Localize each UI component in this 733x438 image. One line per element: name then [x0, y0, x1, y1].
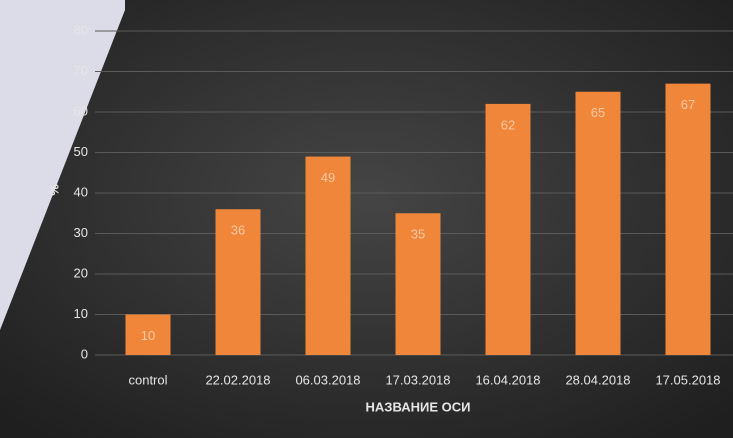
y-tick-label: 70 [74, 63, 88, 78]
bar [215, 209, 261, 355]
bar [395, 213, 441, 355]
data-label: 10 [141, 328, 155, 343]
y-tick-label: 10 [74, 306, 88, 321]
bar [305, 156, 351, 355]
decor-shape [0, 0, 125, 330]
bar [125, 314, 171, 355]
y-tick-label: 50 [74, 144, 88, 159]
data-label: 36 [231, 223, 245, 238]
x-tick-label: 28.04.2018 [565, 372, 630, 387]
bar [665, 83, 711, 356]
y-tick-label: 30 [74, 225, 88, 240]
x-tick-label: 06.03.2018 [295, 372, 360, 387]
x-tick-label: control [128, 372, 167, 387]
data-label: 62 [501, 117, 515, 132]
x-axis-label: НАЗВАНИЕ ОСИ [366, 399, 471, 414]
data-label: 65 [591, 105, 605, 120]
x-tick-label: 16.04.2018 [475, 372, 540, 387]
bar [485, 103, 531, 356]
x-tick-label: 22.02.2018 [205, 372, 270, 387]
y-tick-label: 80 [74, 22, 88, 37]
y-tick-label: 20 [74, 265, 88, 280]
y-tick-label: 40 [74, 184, 88, 199]
y-tick-label: 60 [74, 103, 88, 118]
bar [575, 91, 621, 355]
x-tick-label: 17.05.2018 [655, 372, 720, 387]
data-label: 35 [411, 227, 425, 242]
x-tick-label: 17.03.2018 [385, 372, 450, 387]
data-label: 67 [681, 97, 695, 112]
y-axis-label: % [46, 184, 61, 196]
data-label: 49 [321, 170, 335, 185]
y-tick-label: 0 [81, 346, 88, 361]
